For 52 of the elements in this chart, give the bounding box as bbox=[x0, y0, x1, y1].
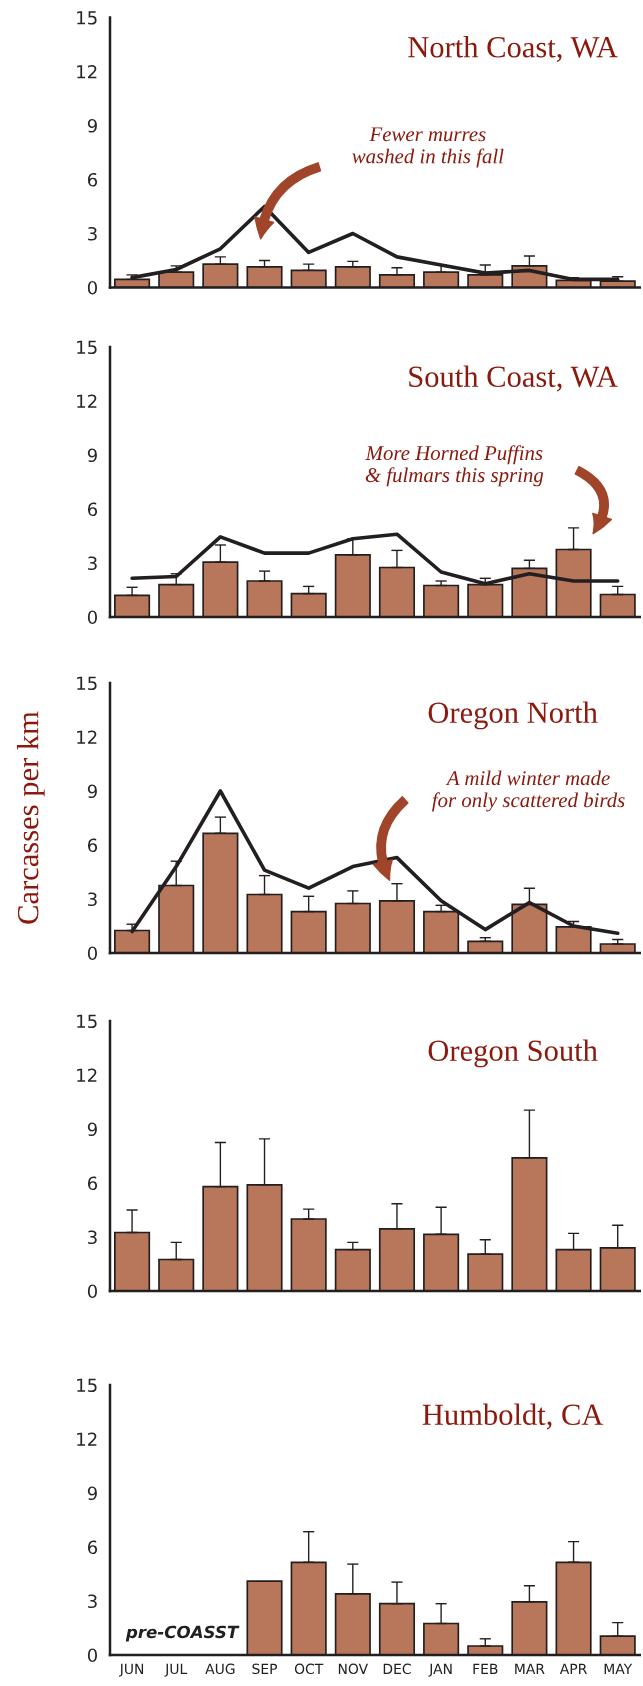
x-tick-label: AUG bbox=[205, 1663, 235, 1675]
y-tick-label: 12 bbox=[77, 1432, 97, 1446]
x-tick-label: OCT bbox=[294, 1663, 324, 1675]
y-tick-label: 0 bbox=[87, 610, 97, 625]
y-axis-title: Carcasses per km bbox=[16, 711, 45, 924]
y-tick-label: 0 bbox=[87, 946, 97, 961]
x-tick-label: APR bbox=[559, 1663, 587, 1674]
x-tick-label: DEC bbox=[383, 1663, 411, 1675]
y-tick-label: 12 bbox=[77, 64, 97, 79]
y-tick-label: 3 bbox=[88, 226, 97, 241]
y-tick-label: 9 bbox=[87, 1486, 97, 1501]
x-tick-label: JAN bbox=[428, 1663, 452, 1677]
y-tick-label: 12 bbox=[77, 1068, 97, 1082]
text: South Coast, WA bbox=[409, 365, 618, 392]
y-tick-label: 15 bbox=[77, 11, 97, 25]
y-tick-label: 12 bbox=[77, 730, 97, 744]
y-tick-label: 3 bbox=[88, 892, 97, 907]
annotation: More Horned Puffins & fulmars this spring bbox=[365, 445, 544, 487]
annotation: A mild winter made for only scattered birds bbox=[432, 770, 625, 812]
x-tick-label: JUL bbox=[164, 1663, 188, 1677]
annotation: Fewer murres washed in this fall bbox=[352, 127, 504, 168]
y-tick-label: 15 bbox=[77, 1378, 97, 1393]
x-tick-label: FEB bbox=[473, 1663, 498, 1674]
text: Oregon North bbox=[428, 701, 598, 730]
y-tick-label: 3 bbox=[88, 1594, 97, 1609]
y-tick-label: 9 bbox=[87, 118, 97, 133]
x-tick-label: JUN bbox=[119, 1663, 144, 1677]
y-tick-label: 15 bbox=[77, 340, 97, 355]
y-tick-label: 15 bbox=[77, 676, 97, 691]
x-tick-label: MAR bbox=[515, 1663, 545, 1674]
x-tick-label: NOV bbox=[338, 1663, 368, 1675]
y-tick-label: 9 bbox=[87, 784, 97, 799]
text: Humboldt, CA bbox=[422, 1403, 604, 1430]
y-tick-label: 9 bbox=[87, 1122, 97, 1137]
annotation: pre-COASST bbox=[125, 1625, 240, 1642]
y-tick-label: 0 bbox=[87, 1648, 97, 1663]
y-tick-label: 6 bbox=[87, 838, 98, 853]
y-tick-label: 12 bbox=[77, 394, 97, 408]
y-tick-label: 6 bbox=[87, 1176, 98, 1191]
y-tick-label: 9 bbox=[87, 448, 97, 463]
y-tick-label: 6 bbox=[87, 1540, 98, 1555]
x-tick-label: SEP bbox=[252, 1663, 278, 1675]
y-tick-label: 0 bbox=[87, 1284, 97, 1299]
y-tick-label: 15 bbox=[77, 1014, 97, 1029]
text: North Coast, WA bbox=[408, 36, 618, 62]
y-tick-label: 0 bbox=[87, 280, 97, 295]
y-tick-label: 6 bbox=[87, 172, 98, 187]
y-tick-label: 3 bbox=[88, 1230, 97, 1245]
text: Oregon South bbox=[428, 1039, 598, 1068]
x-tick-label: MAY bbox=[604, 1663, 633, 1674]
y-tick-label: 6 bbox=[87, 502, 98, 517]
y-tick-label: 3 bbox=[88, 556, 97, 571]
